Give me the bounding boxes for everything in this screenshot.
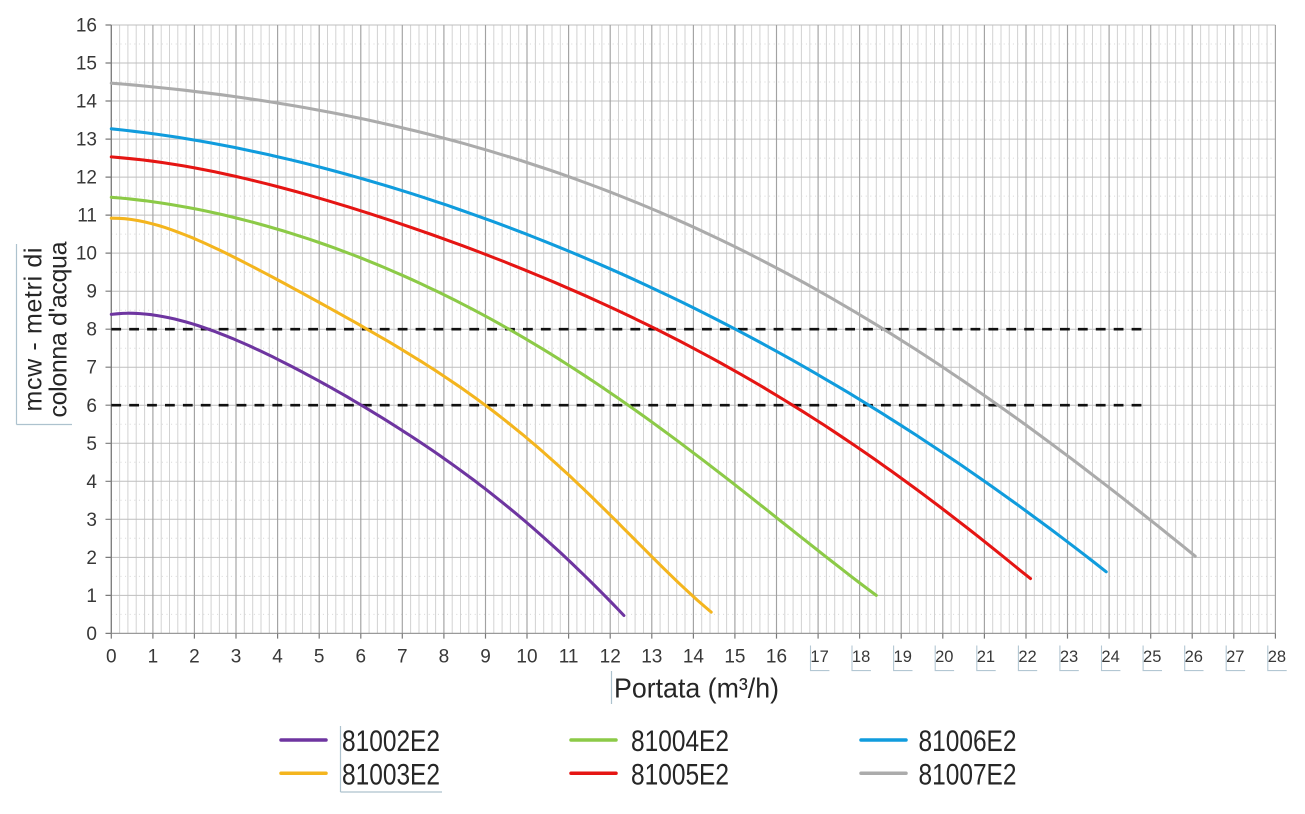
svg-text:2: 2 bbox=[189, 647, 200, 668]
svg-text:12: 12 bbox=[600, 647, 621, 668]
svg-text:81004E2: 81004E2 bbox=[631, 725, 729, 758]
svg-text:11: 11 bbox=[77, 206, 97, 227]
svg-text:15: 15 bbox=[724, 647, 745, 668]
svg-text:4: 4 bbox=[86, 472, 97, 493]
svg-text:9: 9 bbox=[86, 282, 97, 303]
svg-text:8: 8 bbox=[439, 647, 450, 668]
svg-text:81007E2: 81007E2 bbox=[919, 758, 1017, 791]
svg-text:colonna d'acqua: colonna d'acqua bbox=[45, 241, 73, 417]
svg-text:5: 5 bbox=[86, 434, 97, 455]
svg-text:26: 26 bbox=[1185, 648, 1203, 666]
svg-text:81002E2: 81002E2 bbox=[342, 725, 440, 758]
svg-text:14: 14 bbox=[76, 92, 98, 113]
svg-text:0: 0 bbox=[86, 624, 97, 645]
svg-text:2: 2 bbox=[86, 548, 97, 569]
svg-text:23: 23 bbox=[1060, 648, 1078, 666]
svg-text:10: 10 bbox=[76, 244, 97, 265]
svg-text:15: 15 bbox=[76, 54, 97, 75]
svg-text:11: 11 bbox=[559, 647, 579, 668]
svg-text:16: 16 bbox=[766, 647, 787, 668]
svg-text:20: 20 bbox=[935, 648, 953, 666]
svg-text:10: 10 bbox=[516, 647, 537, 668]
svg-text:13: 13 bbox=[76, 130, 97, 151]
svg-text:6: 6 bbox=[86, 396, 97, 417]
svg-text:3: 3 bbox=[86, 510, 97, 531]
svg-text:14: 14 bbox=[683, 647, 705, 668]
svg-text:81005E2: 81005E2 bbox=[631, 758, 729, 791]
svg-text:17: 17 bbox=[810, 648, 828, 666]
svg-text:19: 19 bbox=[894, 648, 912, 666]
svg-text:16: 16 bbox=[76, 16, 97, 37]
svg-text:1: 1 bbox=[148, 647, 159, 668]
svg-text:0: 0 bbox=[106, 647, 117, 668]
svg-text:7: 7 bbox=[86, 358, 97, 379]
svg-text:3: 3 bbox=[231, 647, 242, 668]
svg-text:8: 8 bbox=[86, 320, 97, 341]
svg-text:81003E2: 81003E2 bbox=[342, 758, 440, 791]
svg-text:22: 22 bbox=[1018, 648, 1036, 666]
svg-text:27: 27 bbox=[1226, 648, 1244, 666]
svg-text:12: 12 bbox=[76, 168, 97, 189]
svg-text:9: 9 bbox=[480, 647, 491, 668]
svg-text:mcw - metri di: mcw - metri di bbox=[20, 248, 48, 412]
svg-text:13: 13 bbox=[641, 647, 662, 668]
svg-text:7: 7 bbox=[397, 647, 408, 668]
svg-text:5: 5 bbox=[314, 647, 325, 668]
svg-text:81006E2: 81006E2 bbox=[919, 725, 1017, 758]
svg-text:Portata (m³/h): Portata (m³/h) bbox=[614, 673, 779, 704]
svg-text:1: 1 bbox=[86, 586, 97, 607]
svg-text:25: 25 bbox=[1143, 648, 1161, 666]
svg-text:28: 28 bbox=[1268, 648, 1286, 666]
svg-text:6: 6 bbox=[356, 647, 367, 668]
svg-text:18: 18 bbox=[852, 648, 870, 666]
svg-text:24: 24 bbox=[1101, 648, 1119, 666]
svg-text:4: 4 bbox=[272, 647, 283, 668]
svg-text:21: 21 bbox=[977, 648, 995, 666]
